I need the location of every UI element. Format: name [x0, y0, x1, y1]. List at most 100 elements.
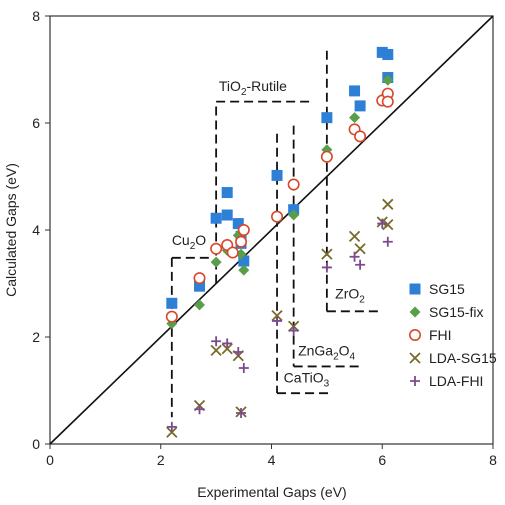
x-tick-label: 4 [268, 452, 276, 468]
point-lda-fhi [321, 262, 332, 273]
point-lda-fhi [272, 315, 283, 326]
point-lda-fhi [349, 251, 360, 262]
point-lda-fhi-shape [288, 325, 299, 336]
point-lda-fhi [194, 404, 205, 415]
point-lda-fhi [355, 259, 366, 270]
point-sg15 [349, 85, 361, 97]
point-sg15 [221, 187, 233, 199]
annotation-label-zngao: ZnGa2O4 [298, 343, 355, 363]
reference-line-layer [49, 15, 494, 445]
point-lda-fhi-shape [377, 218, 388, 229]
point-lda-fhi [236, 407, 247, 418]
point-lda-fhi-shape [211, 336, 222, 347]
legend-label-fhi: FHI [429, 327, 452, 343]
point-lda-sg15-shape [321, 248, 333, 260]
point-lda-fhi [238, 363, 249, 374]
annotation-label-part: Cu [172, 232, 190, 248]
point-sg15 [238, 255, 250, 267]
legend-marker-sg15 [409, 283, 421, 295]
point-sg15-fix [210, 256, 222, 268]
point-sg15-fix [194, 299, 206, 311]
annotation-label-zro2: ZrO2 [335, 285, 365, 305]
point-fhi [320, 150, 333, 163]
annotation-label-subscript: 3 [324, 378, 330, 389]
point-sg15-fix-shape [194, 299, 206, 311]
point-fhi-shape [354, 130, 367, 143]
point-sg15-shape [382, 49, 394, 61]
point-sg15 [271, 169, 283, 181]
point-fhi [210, 242, 223, 255]
point-fhi-shape [287, 178, 300, 191]
legend-marker-fhi-shape [408, 328, 421, 341]
point-sg15-shape [354, 100, 366, 112]
legend-label-sg15: SG15 [429, 281, 465, 297]
annotation-label-catio3: CaTiO3 [284, 369, 330, 389]
point-sg15-fix [238, 264, 250, 276]
y-axis-title: Calculated Gaps (eV) [3, 163, 19, 297]
point-fhi [237, 224, 250, 237]
point-sg15 [354, 100, 366, 112]
x-tick-label: 6 [378, 452, 386, 468]
annotation-label-part: ZnGa [298, 343, 333, 359]
point-lda-fhi-shape [238, 363, 249, 374]
point-lda-fhi-shape [349, 251, 360, 262]
y-tick-label: 2 [32, 329, 40, 345]
point-fhi-shape [210, 242, 223, 255]
point-fhi-shape [165, 310, 178, 323]
legend-label-sg15-fix: SG15-fix [429, 304, 483, 320]
point-lda-sg15 [166, 426, 178, 438]
point-sg15-fix [382, 74, 394, 86]
point-lda-sg15 [210, 344, 222, 357]
point-lda-sg15 [271, 309, 283, 322]
point-sg15 [321, 112, 333, 124]
point-fhi [193, 272, 206, 285]
identity-line [49, 15, 494, 445]
point-lda-fhi-shape [321, 262, 332, 273]
point-sg15-shape [194, 280, 206, 292]
point-lda-sg15 [354, 243, 366, 255]
point-lda-sg15-shape [166, 426, 178, 438]
legend-marker-lda-sg15-shape [409, 352, 421, 364]
x-tick-label: 2 [157, 452, 165, 468]
point-sg15-shape [349, 85, 361, 97]
annotation-label-part: CaTiO [284, 369, 324, 385]
legend-label-lda-fhi: LDA-FHI [429, 373, 483, 389]
point-sg15-fix-shape [288, 209, 300, 221]
point-fhi [226, 246, 239, 259]
point-lda-fhi-shape [233, 346, 244, 357]
annotation-label-part: O [195, 232, 206, 248]
point-fhi [381, 95, 394, 108]
y-tick-label: 6 [32, 115, 40, 131]
x-tick-label: 8 [489, 452, 497, 468]
point-lda-sg15-shape [382, 198, 394, 210]
point-lda-fhi [166, 421, 177, 432]
annotation-label-part: ZrO [335, 285, 359, 301]
point-fhi [165, 310, 178, 323]
annotation-label-subscript: 2 [241, 87, 247, 98]
point-fhi-shape [271, 210, 284, 223]
point-fhi [235, 235, 248, 248]
point-lda-fhi-shape [355, 259, 366, 270]
point-lda-fhi [222, 338, 233, 349]
point-sg15 [210, 212, 222, 224]
y-tick-label: 8 [32, 8, 40, 24]
point-lda-sg15 [382, 219, 394, 231]
point-lda-sg15-shape [271, 309, 283, 322]
y-tick-label: 0 [32, 436, 40, 452]
point-fhi-shape [226, 246, 239, 259]
legend-label-lda-sg15: LDA-SG15 [429, 350, 497, 366]
point-lda-fhi [377, 218, 388, 229]
legend-marker-sg15-shape [409, 283, 421, 295]
annotation-label-subscript: 4 [350, 352, 356, 363]
point-lda-sg15 [382, 198, 394, 210]
point-lda-fhi-shape [272, 315, 283, 326]
legend-marker-fhi [408, 328, 421, 341]
point-lda-sg15-shape [210, 344, 222, 357]
point-sg15-shape [221, 209, 233, 221]
annotation-label-part: -Rutile [247, 78, 288, 94]
point-lda-fhi-shape [194, 404, 205, 415]
legend-marker-lda-sg15 [409, 352, 421, 364]
